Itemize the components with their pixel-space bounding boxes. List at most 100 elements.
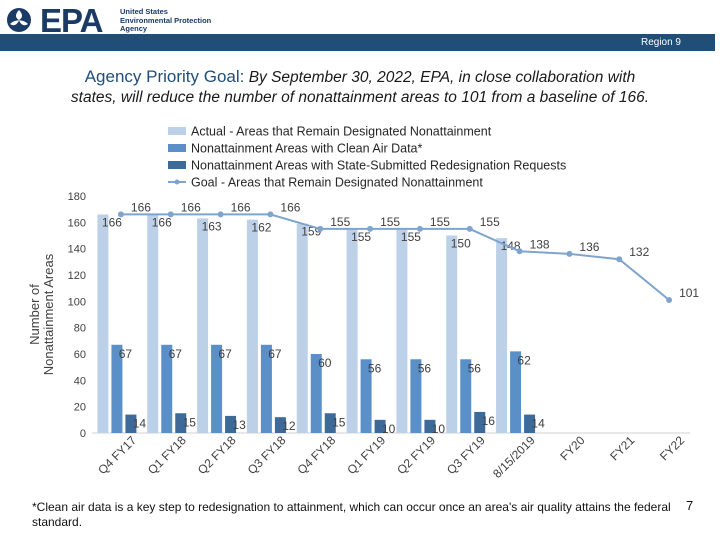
y-tick-label: 40 — [74, 375, 86, 387]
goal-point — [516, 248, 523, 255]
y-tick-label: 0 — [80, 428, 86, 440]
x-tick-label: Q4 FY17 — [95, 433, 139, 477]
bar-state-requests — [524, 414, 536, 433]
data-label-goal: 155 — [330, 215, 350, 229]
bar-actual — [446, 235, 458, 433]
data-label-actual: 163 — [202, 219, 222, 233]
goal-point — [416, 225, 423, 232]
y-tick-label: 140 — [68, 244, 86, 256]
bar-clean-air — [260, 344, 272, 433]
bar-actual — [346, 228, 358, 433]
legend-goal-label: Goal - Areas that Remain Designated Nona… — [191, 176, 483, 190]
data-label-state-requests: 10 — [432, 422, 446, 436]
bar-clean-air — [460, 359, 472, 433]
bar-state-requests — [374, 419, 386, 433]
data-label-actual: 155 — [351, 230, 371, 244]
data-label-state-requests: 13 — [232, 418, 246, 432]
data-label-actual: 166 — [152, 215, 172, 229]
footnote: *Clean air data is a key step to redesig… — [32, 500, 671, 529]
legend-state-requests-label: Nonattainment Areas with State-Submitted… — [191, 159, 566, 173]
goal-title: Agency Priority Goal: — [84, 67, 245, 86]
data-label-goal: 101 — [679, 286, 699, 300]
legend-actual-label: Actual - Areas that Remain Designated No… — [191, 125, 492, 139]
goal-headline: Agency Priority Goal: By September 30, 2… — [0, 66, 720, 89]
data-label-clean-air: 60 — [318, 356, 332, 370]
data-label-state-requests: 15 — [332, 415, 346, 429]
data-label-clean-air: 67 — [169, 347, 183, 361]
nonattainment-chart: 0 20 40 60 80 100 120 140 160 180 Number ofNonatta… — [27, 125, 699, 481]
data-label-clean-air: 62 — [517, 353, 531, 367]
bar-actual — [197, 218, 209, 433]
bar-state-requests — [225, 415, 237, 433]
goal-point — [466, 225, 473, 232]
y-tick-label: 60 — [74, 349, 86, 361]
epa-logo-text: EPA — [40, 2, 103, 39]
agency-name: United States Environmental Protection A… — [120, 7, 212, 33]
data-label-state-requests: 15 — [183, 415, 197, 429]
region-bar: Region 9 — [0, 34, 715, 51]
data-label-clean-air: 56 — [468, 361, 482, 375]
x-tick-label: FY21 — [607, 433, 637, 463]
bar-clean-air — [360, 359, 372, 433]
x-tick-label: Q2 FY19 — [394, 433, 438, 477]
bar-clean-air — [211, 344, 223, 433]
legend-actual-swatch — [168, 127, 186, 135]
data-label-actual: 155 — [401, 230, 421, 244]
goal-point — [367, 225, 374, 232]
y-axis-label: Number ofNonattainment Areas — [27, 253, 56, 375]
data-label-goal: 166 — [181, 200, 201, 214]
bar-actual — [246, 219, 258, 433]
data-label-state-requests: 14 — [133, 417, 147, 431]
legend-state-requests-swatch — [168, 161, 186, 169]
region-label: Region 9 — [640, 37, 681, 48]
legend-clean-air-swatch — [168, 144, 186, 152]
goal-point — [666, 297, 673, 304]
bar-state-requests — [125, 414, 137, 433]
x-tick-label: 8/15/2019 — [490, 433, 538, 481]
data-label-clean-air: 67 — [218, 347, 232, 361]
goal-line — [120, 213, 670, 301]
data-label-state-requests: 16 — [482, 414, 496, 428]
data-label-goal: 132 — [629, 245, 649, 259]
x-tick-label: Q3 FY18 — [245, 433, 289, 477]
data-label-state-requests: 12 — [282, 419, 296, 433]
bar-clean-air — [310, 354, 322, 433]
goal-point — [616, 256, 623, 263]
bar-state-requests — [474, 411, 486, 433]
legend-clean-air-label: Nonattainment Areas with Clean Air Data* — [191, 142, 423, 156]
goal-point — [217, 211, 224, 218]
bar-actual — [296, 223, 308, 433]
x-tick-label: Q4 FY18 — [295, 433, 339, 477]
data-label-goal: 166 — [131, 200, 151, 214]
y-tick-label: 80 — [74, 323, 86, 335]
data-label-goal: 155 — [480, 215, 500, 229]
legend-goal-marker — [174, 179, 180, 185]
data-label-goal: 166 — [231, 200, 251, 214]
x-tick-label: Q1 FY18 — [145, 433, 189, 477]
epa-flower-icon — [7, 8, 31, 32]
goal-point — [317, 225, 324, 232]
x-tick-label: FY22 — [657, 433, 687, 463]
bar-state-requests — [424, 419, 436, 433]
goal-point — [117, 211, 124, 218]
data-label-clean-air: 67 — [268, 347, 282, 361]
goal-point — [566, 250, 573, 257]
epa-logo: EPA United States Environmental Protecti… — [4, 2, 211, 39]
goal-point — [167, 211, 174, 218]
bar-state-requests — [175, 413, 187, 433]
data-label-state-requests: 14 — [531, 417, 545, 431]
data-label-actual: 162 — [251, 221, 271, 235]
bar-actual — [147, 214, 159, 433]
x-tick-label: Q1 FY19 — [344, 433, 388, 477]
data-label-clean-air: 56 — [368, 361, 382, 375]
goal-text-line2: states, will reduce the number of nonatt… — [70, 89, 650, 106]
data-label-actual: 166 — [102, 215, 122, 229]
y-tick-label: 20 — [74, 402, 86, 414]
bar-actual — [396, 228, 408, 433]
data-label-goal: 166 — [280, 200, 300, 214]
data-label-state-requests: 10 — [382, 422, 396, 436]
data-label-goal: 136 — [579, 240, 599, 254]
bar-clean-air — [510, 351, 522, 433]
data-label-clean-air: 67 — [119, 347, 133, 361]
data-label-clean-air: 56 — [418, 361, 432, 375]
